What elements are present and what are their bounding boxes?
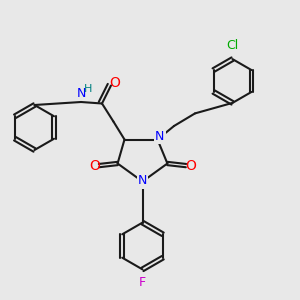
Text: N: N (77, 87, 87, 100)
Text: H: H (84, 84, 92, 94)
Text: Cl: Cl (226, 39, 238, 52)
Text: O: O (185, 159, 196, 172)
Text: N: N (138, 174, 147, 188)
Text: F: F (139, 276, 146, 289)
Text: N: N (155, 130, 165, 143)
Text: O: O (109, 76, 120, 90)
Text: O: O (89, 159, 100, 172)
